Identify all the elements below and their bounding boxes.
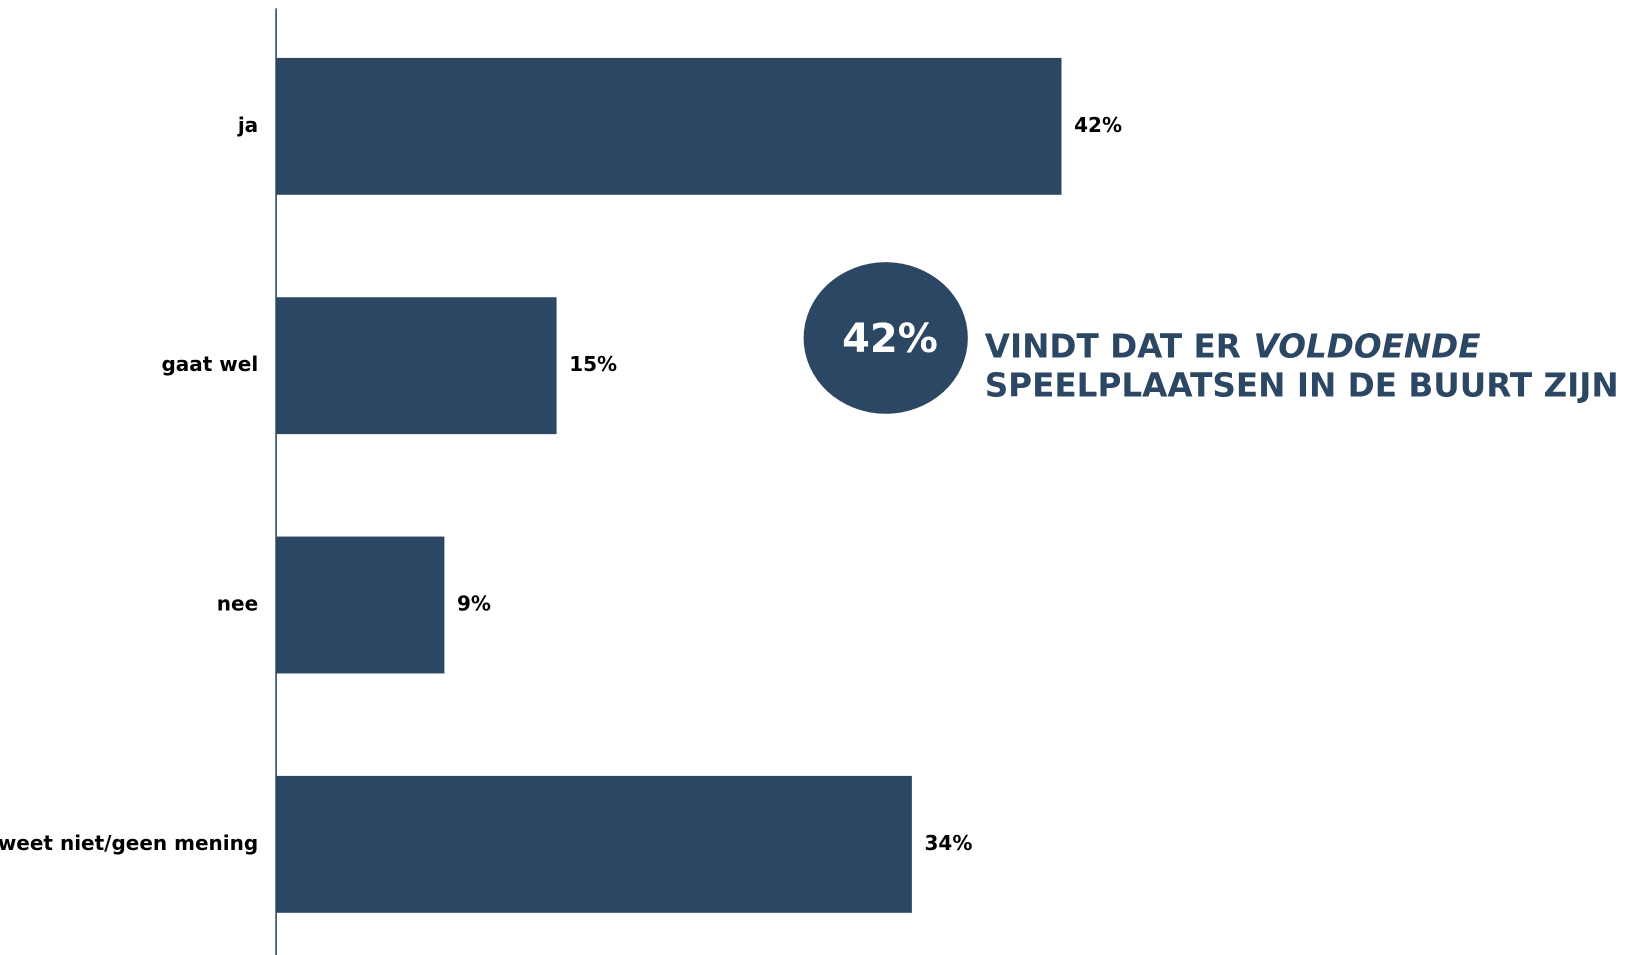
value-label: 9% (457, 592, 491, 616)
category-label: nee (217, 592, 258, 616)
badge-text: 42% (842, 316, 938, 362)
annotation-line: VINDT DAT ER VOLDOENDE (985, 328, 1481, 366)
badge-circle (803, 262, 968, 414)
value-label: 15% (569, 352, 617, 376)
category-label: ja (237, 113, 258, 137)
value-label: 42% (1074, 113, 1122, 137)
annotation-line: SPEELPLAATSEN IN DE BUURT ZIJN (985, 366, 1619, 404)
bar (276, 775, 912, 913)
bar (276, 536, 445, 674)
category-label: weet niet/geen mening (0, 831, 258, 855)
annotation-emphasis: VOLDOENDE (1254, 328, 1481, 366)
value-label: 34% (925, 831, 973, 855)
bar (276, 297, 557, 435)
annotation-text: VINDT DAT ER (985, 328, 1241, 366)
category-label: gaat wel (161, 352, 258, 376)
bar (276, 57, 1062, 195)
